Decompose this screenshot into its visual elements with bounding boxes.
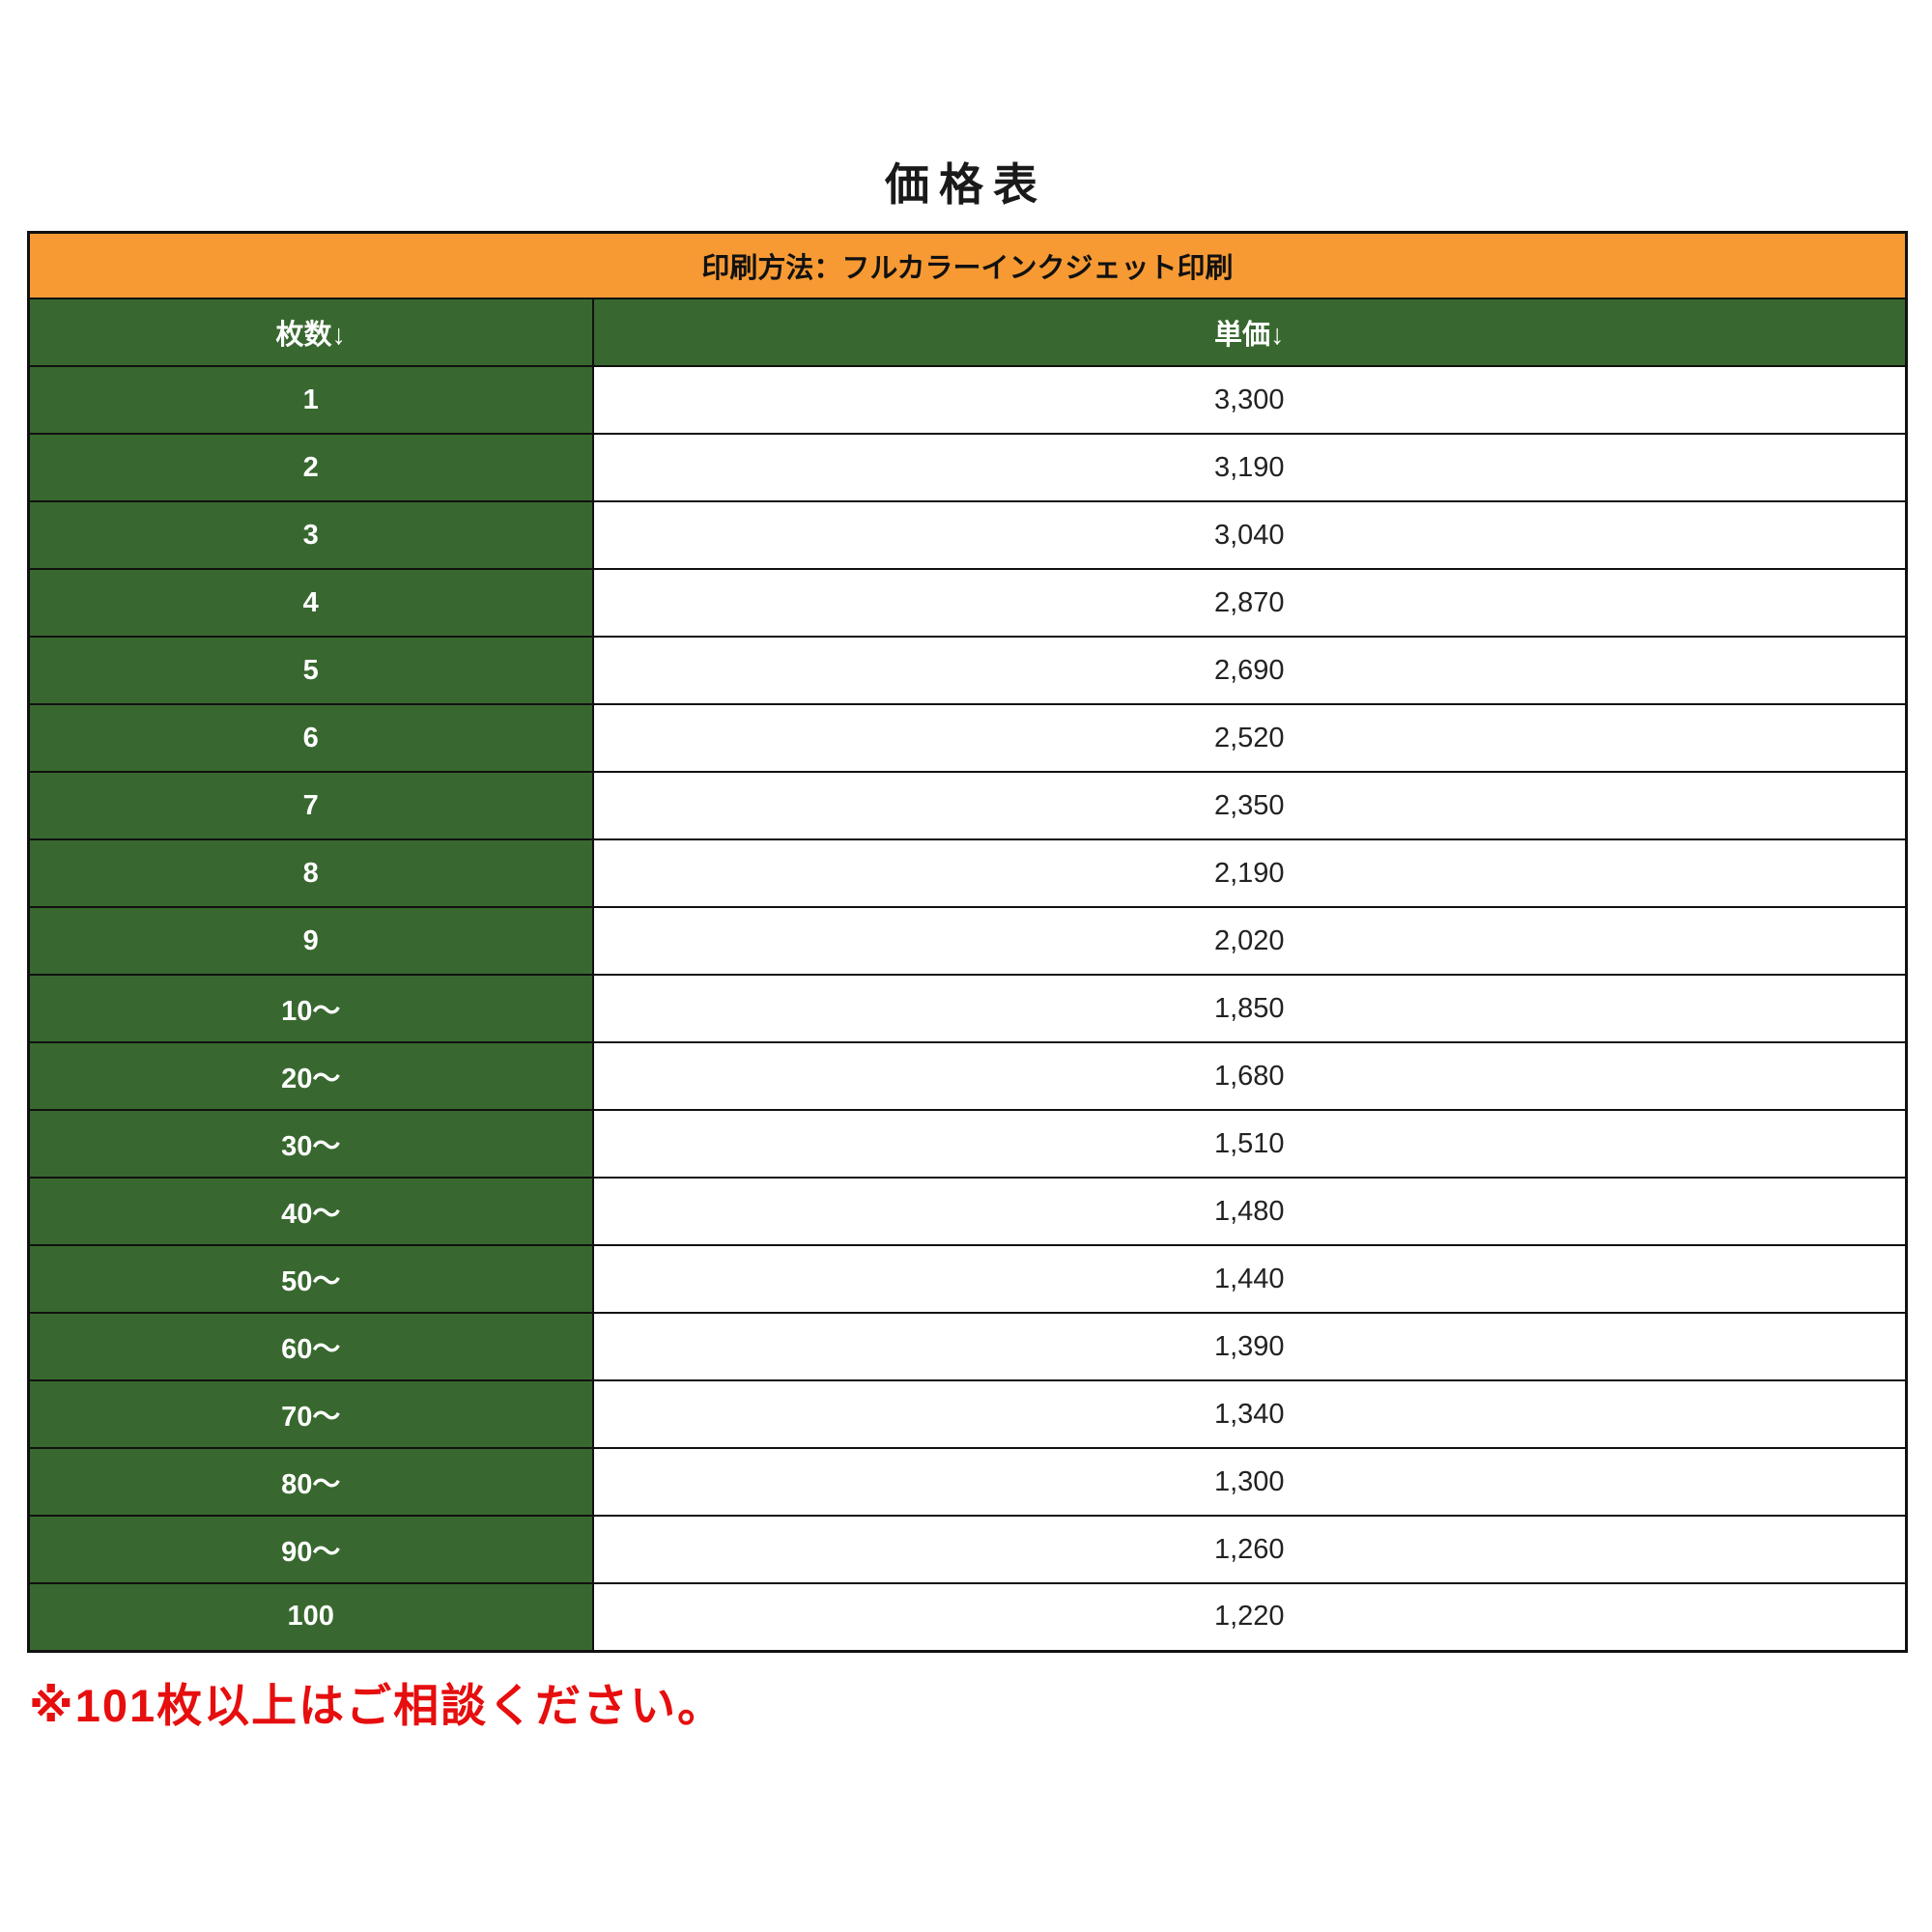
column-header-unit-price: 単価↓	[591, 298, 1908, 368]
table-row: 40〜 1,480	[27, 1177, 1908, 1247]
price-cell: 3,040	[591, 500, 1908, 571]
table-row: 7 2,350	[27, 771, 1908, 841]
table-row: 8 2,190	[27, 838, 1908, 909]
price-cell: 1,440	[591, 1244, 1908, 1315]
quantity-cell: 3	[27, 500, 594, 571]
footnote-over-100: ※101枚以上はご相談ください。	[29, 1679, 725, 1731]
quantity-cell: 8	[27, 838, 594, 909]
price-cell: 1,850	[591, 974, 1908, 1044]
price-cell: 3,300	[591, 365, 1908, 436]
price-table-container: 印刷方法：フルカラーインクジェット印刷 枚数↓ 単価↓ 1 3,300 2 3,…	[27, 230, 1908, 1653]
price-cell: 3,190	[591, 433, 1908, 503]
print-method-header: 印刷方法：フルカラーインクジェット印刷	[27, 231, 1908, 300]
price-cell: 1,340	[591, 1379, 1908, 1450]
quantity-cell: 10〜	[27, 974, 594, 1044]
column-header-quantity: 枚数↓	[27, 298, 594, 368]
quantity-cell: 90〜	[27, 1515, 594, 1585]
quantity-cell: 5	[27, 636, 594, 706]
table-row: 20〜 1,680	[27, 1041, 1908, 1112]
quantity-cell: 1	[27, 365, 594, 436]
price-cell: 2,190	[591, 838, 1908, 909]
table-row: 80〜 1,300	[27, 1447, 1908, 1518]
quantity-cell: 4	[27, 568, 594, 639]
table-row: 1 3,300	[27, 365, 1908, 436]
table-row: 100 1,220	[27, 1582, 1908, 1653]
table-row: 9 2,020	[27, 906, 1908, 977]
price-cell: 1,300	[591, 1447, 1908, 1518]
quantity-cell: 50〜	[27, 1244, 594, 1315]
table-row: 3 3,040	[27, 500, 1908, 571]
price-cell: 1,510	[591, 1109, 1908, 1179]
price-table-body: 1 3,300 2 3,190 3 3,040 4 2,870 5 2,690 …	[27, 365, 1908, 1653]
price-cell: 1,390	[591, 1312, 1908, 1382]
table-row: 5 2,690	[27, 636, 1908, 706]
price-table: 印刷方法：フルカラーインクジェット印刷 枚数↓ 単価↓ 1 3,300 2 3,…	[27, 230, 1908, 1653]
table-row: 2 3,190	[27, 433, 1908, 503]
quantity-cell: 7	[27, 771, 594, 841]
quantity-cell: 6	[27, 703, 594, 774]
table-row: 6 2,520	[27, 703, 1908, 774]
price-cell: 1,260	[591, 1515, 1908, 1585]
quantity-cell: 70〜	[27, 1379, 594, 1450]
table-row: 30〜 1,510	[27, 1109, 1908, 1179]
quantity-cell: 30〜	[27, 1109, 594, 1179]
table-row: 90〜 1,260	[27, 1515, 1908, 1585]
quantity-cell: 60〜	[27, 1312, 594, 1382]
page-title: 価格表	[885, 159, 1047, 210]
quantity-cell: 80〜	[27, 1447, 594, 1518]
price-cell: 1,220	[591, 1582, 1908, 1653]
price-cell: 2,690	[591, 636, 1908, 706]
quantity-cell: 20〜	[27, 1041, 594, 1112]
quantity-cell: 9	[27, 906, 594, 977]
table-row: 10〜 1,850	[27, 974, 1908, 1044]
price-cell: 2,520	[591, 703, 1908, 774]
price-cell: 2,020	[591, 906, 1908, 977]
table-row: 60〜 1,390	[27, 1312, 1908, 1382]
quantity-cell: 100	[27, 1582, 594, 1653]
quantity-cell: 2	[27, 433, 594, 503]
quantity-cell: 40〜	[27, 1177, 594, 1247]
table-row: 70〜 1,340	[27, 1379, 1908, 1450]
column-header-row: 枚数↓ 単価↓	[27, 298, 1908, 368]
table-row: 4 2,870	[27, 568, 1908, 639]
print-method-row: 印刷方法：フルカラーインクジェット印刷	[27, 231, 1908, 300]
price-cell: 2,870	[591, 568, 1908, 639]
price-cell: 1,480	[591, 1177, 1908, 1247]
price-cell: 2,350	[591, 771, 1908, 841]
price-cell: 1,680	[591, 1041, 1908, 1112]
table-row: 50〜 1,440	[27, 1244, 1908, 1315]
